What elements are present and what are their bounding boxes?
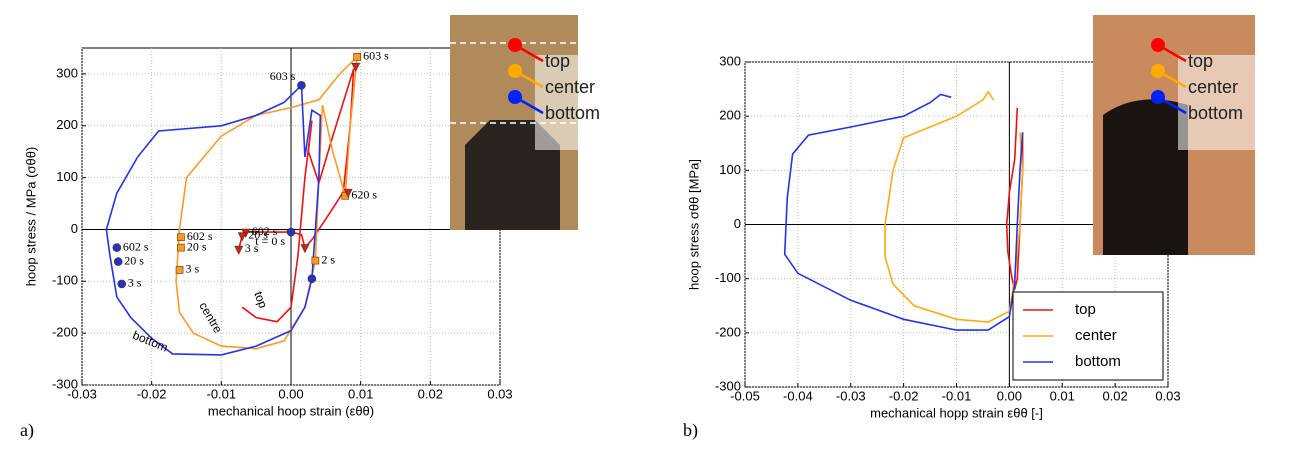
- y-tick-label: 300: [56, 65, 78, 80]
- inset-label: center: [1188, 77, 1238, 97]
- time-annotation: 602 s: [123, 239, 149, 253]
- y-tick-label: 200: [56, 117, 78, 132]
- y-tick-label: -200: [715, 324, 741, 339]
- y-tick-label: -100: [715, 270, 741, 285]
- x-tick-label: -0.03: [67, 386, 97, 401]
- marker: [117, 279, 127, 289]
- x-axis-label: mechanical hoop strain (εθθ): [208, 403, 374, 418]
- time-annotation: 2 s: [321, 252, 335, 266]
- marker: [307, 274, 317, 284]
- inset-label-box: [535, 55, 578, 150]
- inset-label: bottom: [545, 103, 600, 123]
- time-annotation: 620 s: [351, 188, 377, 202]
- marker: [353, 53, 361, 61]
- legend-label: top: [1075, 301, 1096, 318]
- x-tick-label: -0.03: [836, 388, 866, 403]
- marker: [175, 266, 184, 274]
- panel-label: a): [20, 420, 34, 441]
- x-tick-label: 0.02: [1102, 388, 1127, 403]
- series-line: [783, 93, 1024, 331]
- legend-label: bottom: [1075, 353, 1121, 370]
- x-tick-label: -0.04: [783, 388, 813, 403]
- inset-label: bottom: [1188, 103, 1243, 123]
- time-annotation: 20 s: [248, 227, 268, 241]
- x-tick-label: -0.02: [889, 388, 919, 403]
- y-axis-label: hoop stress / MPa (σθθ): [23, 147, 38, 287]
- time-annotation: 20 s: [124, 253, 144, 267]
- x-tick-label: 0.03: [1155, 388, 1180, 403]
- x-tick-label: 0.03: [487, 386, 512, 401]
- marker: [286, 227, 296, 237]
- inset-label-box: [1178, 55, 1255, 150]
- marker: [177, 233, 185, 242]
- time-annotation: 3 s: [186, 262, 200, 276]
- y-tick-label: 100: [719, 162, 741, 177]
- time-annotation: 602 s: [187, 229, 213, 243]
- time-annotation: 602 s: [252, 224, 278, 238]
- y-tick-label: 300: [719, 53, 741, 68]
- x-tick-label: -0.01: [207, 386, 237, 401]
- inset-dot: [1151, 38, 1165, 52]
- y-tick-label: 0: [734, 216, 741, 231]
- y-tick-label: -300: [715, 378, 741, 393]
- time-annotation: 3 s: [128, 276, 142, 290]
- inset-dot: [508, 64, 522, 78]
- time-annotation: 20 s: [187, 239, 207, 253]
- x-tick-label: -0.02: [137, 386, 167, 401]
- y-axis-label: hoop stress σθθ [MPa]: [686, 159, 701, 290]
- y-tick-label: -300: [52, 376, 78, 391]
- x-tick-label: 0.01: [348, 386, 373, 401]
- inset-label: center: [545, 77, 595, 97]
- legend-label: center: [1075, 327, 1117, 344]
- x-tick-label: -0.01: [942, 388, 972, 403]
- x-tick-label: -0.05: [730, 388, 760, 403]
- inset-dot: [508, 90, 522, 104]
- inset-dot: [508, 38, 522, 52]
- time-annotation: t = 0 s: [255, 234, 285, 248]
- x-tick-label: 0.00: [997, 388, 1022, 403]
- inset-label: top: [545, 51, 570, 71]
- inset-label: top: [1188, 51, 1213, 71]
- y-tick-label: -100: [52, 273, 78, 288]
- marker: [234, 245, 244, 255]
- marker: [300, 244, 310, 254]
- time-annotation: 603 s: [363, 49, 389, 63]
- marker: [343, 188, 353, 198]
- curve-label: top: [251, 289, 270, 310]
- marker: [112, 243, 122, 252]
- marker: [311, 256, 320, 265]
- x-tick-label: 0.00: [278, 386, 303, 401]
- x-axis-label: mechanical hopp strain εθθ [-]: [870, 405, 1043, 420]
- y-tick-label: 100: [56, 169, 78, 184]
- y-tick-label: 0: [71, 221, 78, 236]
- series-line: [175, 56, 358, 350]
- x-tick-label: 0.02: [418, 386, 443, 401]
- x-tick-label: 0.01: [1050, 388, 1075, 403]
- panel-label: b): [683, 420, 698, 441]
- inset-shape: [1103, 99, 1188, 255]
- inset-dot: [1151, 90, 1165, 104]
- marker: [177, 243, 185, 252]
- time-annotation: 603 s: [270, 69, 296, 83]
- marker: [113, 257, 123, 266]
- marker: [297, 81, 306, 90]
- marker: [351, 62, 361, 72]
- marker: [237, 232, 247, 242]
- inset-dot: [1151, 64, 1165, 78]
- y-tick-label: 200: [719, 108, 741, 123]
- y-tick-label: -200: [52, 325, 78, 340]
- series-line: [105, 84, 322, 356]
- time-annotation: 3 s: [245, 241, 259, 255]
